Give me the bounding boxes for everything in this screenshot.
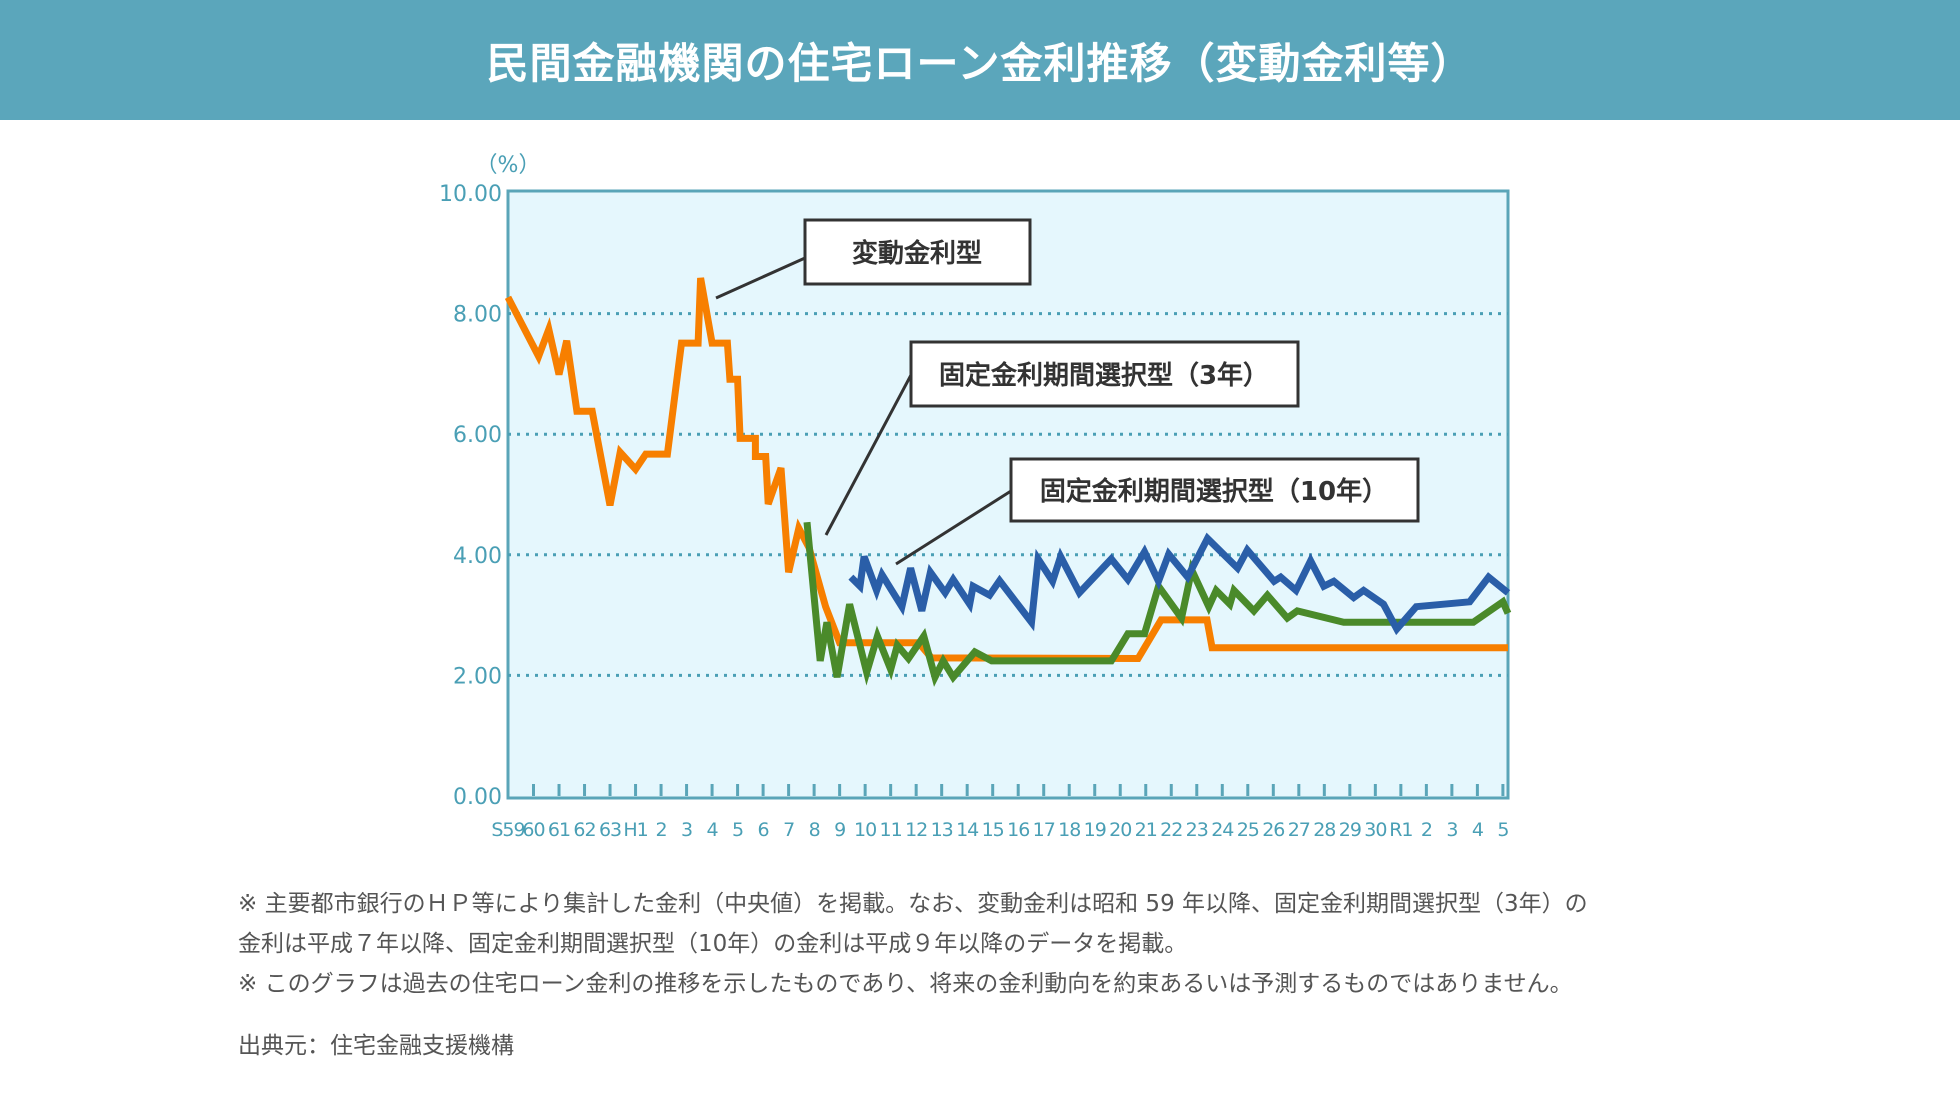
callout-box-variable xyxy=(803,218,1032,286)
x-tick-label: 5 xyxy=(1497,819,1508,841)
y-tick-label: 0.00 xyxy=(453,785,502,810)
callout-box-3yr xyxy=(909,340,1300,408)
x-tick-label: 4 xyxy=(707,819,719,841)
x-tick-label: 11 xyxy=(880,819,902,841)
y-tick-label: 6.00 xyxy=(453,423,502,448)
x-tick-label: 60 xyxy=(522,819,544,841)
x-tick-label: 24 xyxy=(1211,819,1234,841)
y-tick-label: 4.00 xyxy=(453,544,502,569)
leader-line-10yr xyxy=(895,489,1012,566)
leader-line-variable xyxy=(715,256,806,300)
x-tick-label: 25 xyxy=(1237,819,1259,841)
x-tick-label: 14 xyxy=(956,819,979,841)
x-tick-label: 16 xyxy=(1007,819,1029,841)
page-title: 民間金融機関の住宅ローン金利推移（変動金利等） xyxy=(486,38,1474,88)
x-tick-label: S59 xyxy=(491,819,524,841)
x-tick-label: 20 xyxy=(1109,819,1131,841)
x-tick-label: 61 xyxy=(548,819,570,841)
y-tick-label: 8.00 xyxy=(453,303,502,328)
footnote-line: ※ 主要都市銀行のＨＰ等により集計した金利（中央値）を掲載。なお、変動金利は昭和… xyxy=(238,891,1588,917)
x-tick-label: H1 xyxy=(623,819,647,841)
x-tick-label: 4 xyxy=(1472,819,1484,841)
x-tick-label: 10 xyxy=(854,819,876,841)
source-credit: 出典元：住宅金融支援機構 xyxy=(238,1033,514,1059)
x-tick-label: 5 xyxy=(732,819,743,841)
x-tick-label: 26 xyxy=(1262,819,1284,841)
x-tick-label: 12 xyxy=(905,819,927,841)
x-tick-label: 3 xyxy=(681,819,692,841)
x-tick-label: 6 xyxy=(758,819,769,841)
x-tick-label: 13 xyxy=(931,819,953,841)
x-tick-label: 15 xyxy=(982,819,1004,841)
callout-label-3yr: 固定金利期間選択型（3年） xyxy=(939,360,1269,391)
x-tick-label: 17 xyxy=(1033,819,1055,841)
header-bar: 民間金融機関の住宅ローン金利推移（変動金利等） xyxy=(0,0,1960,120)
x-tick-label: 63 xyxy=(599,819,621,841)
y-tick-label: 2.00 xyxy=(453,664,502,689)
x-tick-label: 30 xyxy=(1364,819,1386,841)
x-tick-label: 18 xyxy=(1058,819,1080,841)
x-tick-label: 22 xyxy=(1160,819,1182,841)
x-tick-label: 7 xyxy=(783,819,794,841)
footnote-line: ※ このグラフは過去の住宅ローン金利の推移を示したものであり、将来の金利動向を約… xyxy=(238,971,1573,997)
y-axis-unit: （%） xyxy=(476,153,541,178)
x-tick-label: R1 xyxy=(1389,819,1412,841)
series-line-fixed-3yr xyxy=(803,521,1512,687)
y-tick-label: 10.00 xyxy=(439,182,502,207)
x-tick-label: 8 xyxy=(809,819,820,841)
x-tick-label: 21 xyxy=(1135,819,1157,841)
x-tick-label: 2 xyxy=(1421,819,1432,841)
x-tick-label: 2 xyxy=(656,819,667,841)
callout-label-variable: 変動金利型 xyxy=(852,238,982,269)
x-tick-label: 19 xyxy=(1084,819,1106,841)
x-tick-label: 28 xyxy=(1313,819,1335,841)
footnote-line: 金利は平成７年以降、固定金利期間選択型（10年）の金利は平成９年以降のデータを掲… xyxy=(238,931,1188,957)
leader-line-3yr xyxy=(824,374,913,536)
callout-box-10yr xyxy=(1009,457,1420,523)
x-tick-label: 27 xyxy=(1288,819,1310,841)
x-tick-label: 9 xyxy=(834,819,845,841)
x-tick-label: 23 xyxy=(1186,819,1208,841)
series-line-fixed-10yr xyxy=(848,532,1511,636)
callout-label-10yr: 固定金利期間選択型（10年） xyxy=(1040,476,1388,507)
x-tick-label: 29 xyxy=(1339,819,1361,841)
x-tick-label: 3 xyxy=(1446,819,1457,841)
x-tick-label: 62 xyxy=(573,819,595,841)
footnotes: ※ 主要都市銀行のＨＰ等により集計した金利（中央値）を掲載。なお、変動金利は昭和… xyxy=(238,884,1798,1004)
